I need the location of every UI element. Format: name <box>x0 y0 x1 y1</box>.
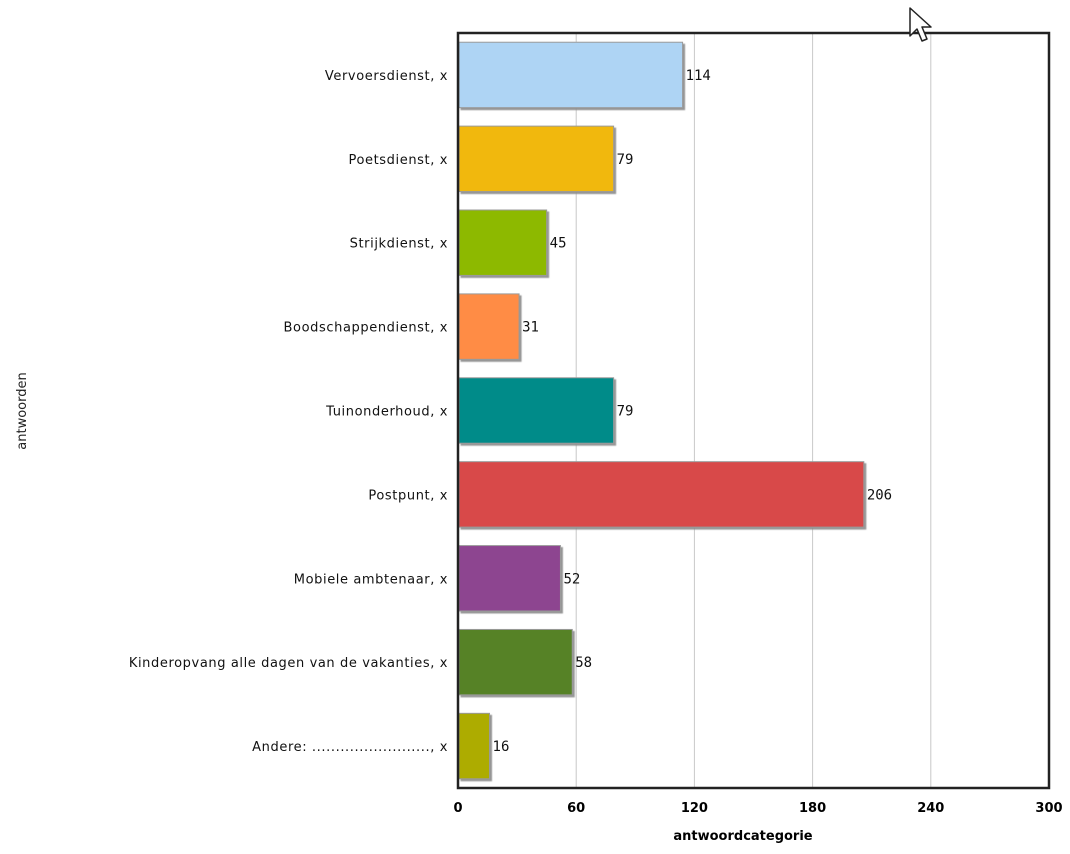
category-label: Mobiele ambtenaar, x <box>294 572 448 587</box>
value-label: 206 <box>867 487 892 503</box>
plot-frame <box>456 31 1051 790</box>
bars <box>458 41 865 780</box>
category-label: Andere: ........................., x <box>252 740 448 755</box>
bar <box>458 125 615 193</box>
category-label: Poetsdienst, x <box>348 153 448 168</box>
category-label: Vervoersdienst, x <box>325 69 448 84</box>
bar <box>458 41 684 109</box>
value-labels: 114 79 45 31 79 206 52 58 16 <box>493 68 893 755</box>
x-tick-label: 120 <box>681 801 708 816</box>
category-labels: Vervoersdienst, x Poetsdienst, x Strijkdie… <box>129 69 448 755</box>
value-label: 79 <box>617 152 634 168</box>
category-label: Postpunt, x <box>368 488 448 503</box>
x-tick-label: 240 <box>917 801 944 816</box>
bar <box>458 712 491 780</box>
mouse-cursor-icon <box>909 7 932 42</box>
value-label: 31 <box>522 320 539 336</box>
category-label: Strijkdienst, x <box>350 237 448 252</box>
value-label: 114 <box>686 68 711 84</box>
x-tick-labels: 0 60 120 180 240 300 <box>453 801 1062 816</box>
value-label: 52 <box>563 571 580 587</box>
x-tick-label: 0 <box>453 801 462 816</box>
x-tick-label: 300 <box>1035 801 1062 816</box>
bar <box>458 461 865 528</box>
value-label: 45 <box>550 236 567 252</box>
value-label: 16 <box>493 739 510 755</box>
y-axis-title: antwoorden <box>15 372 30 449</box>
bar <box>458 377 615 444</box>
bar <box>458 209 548 276</box>
bar <box>458 293 520 360</box>
bar <box>458 628 573 696</box>
category-label: Boodschappendienst, x <box>284 321 448 336</box>
value-label: 79 <box>617 404 634 420</box>
x-axis-title: antwoordcategorie <box>673 829 812 844</box>
x-tick-label: 60 <box>567 801 585 816</box>
category-label: Tuinonderhoud, x <box>325 405 448 420</box>
value-label: 58 <box>575 655 592 671</box>
category-label: Kinderopvang alle dagen van de vakanties… <box>129 656 448 671</box>
x-tick-label: 180 <box>799 801 826 816</box>
bar <box>458 545 561 612</box>
